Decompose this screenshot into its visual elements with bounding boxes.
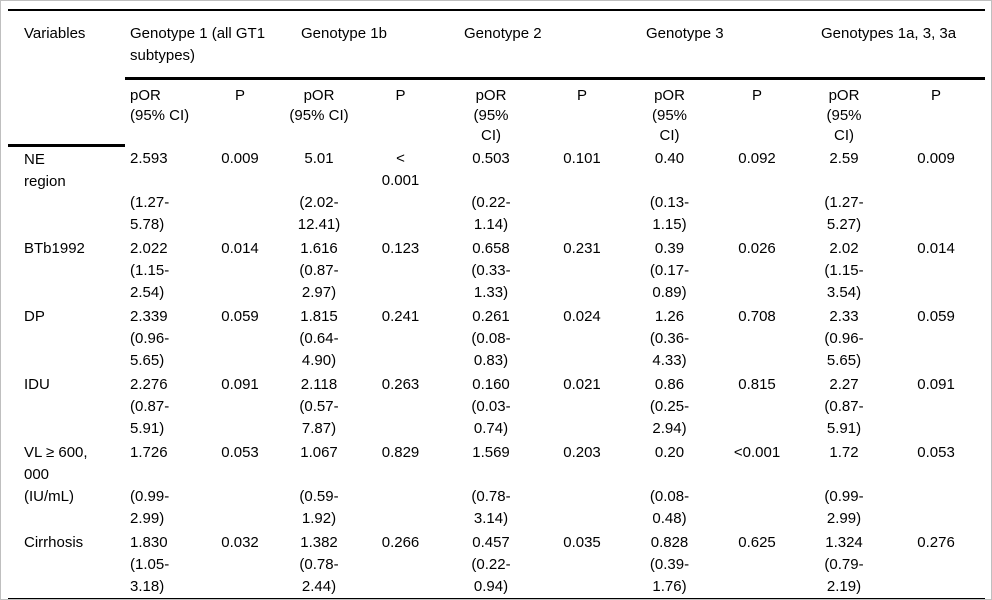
p-value-cell: 0.035 <box>563 533 601 551</box>
p-value-cell: 0.053 <box>221 443 259 461</box>
p-value-cell: 0.625 <box>738 533 776 551</box>
variable-cell: IDU <box>24 375 50 393</box>
por-ci-cell: 0.39 (0.17- 0.89) <box>649 239 690 301</box>
por-ci-cell: 1.72 (0.99- 2.99) <box>824 443 864 527</box>
por-ci-cell: 1.726 (0.99- 2.99) <box>130 443 170 527</box>
por-ci-cell: 1.830 (1.05- 3.18) <box>130 533 170 595</box>
por-ci-header: pOR (95% CI) <box>826 86 862 144</box>
por-ci-cell: 0.160 (0.03- 0.74) <box>471 375 511 437</box>
por-ci-cell: 0.20 (0.08- 0.48) <box>649 443 690 527</box>
variable-cell: NE region <box>24 151 66 190</box>
p-header: P <box>577 86 588 104</box>
p-value-cell: 0.053 <box>917 443 955 461</box>
group-header-genotypes-1a-3-3a: Genotypes 1a, 3, 3a <box>801 10 986 80</box>
por-ci-cell: 1.324 (0.79- 2.19) <box>824 533 864 595</box>
por-ci-cell: 1.616 (0.87- 2.97) <box>299 239 339 301</box>
group-header-row: Variables Genotype 1 (all GT1 subtypes) … <box>8 10 986 147</box>
column-header-variables: Variables <box>8 10 125 147</box>
p-value-cell: 0.092 <box>738 149 776 167</box>
p-header: P <box>235 86 246 104</box>
por-ci-cell: 1.26 (0.36- 4.33) <box>649 307 690 369</box>
table-row-cirrhosis: Cirrhosis 1.830 (1.05- 3.18) 0.032 1.382… <box>8 530 985 600</box>
table-row-idu: IDU 2.276 (0.87- 5.91) 0.091 2.118 (0.57… <box>8 372 985 440</box>
por-ci-cell: 1.067 (0.59- 1.92) <box>299 443 339 527</box>
por-ci-header: pOR (95% CI) <box>289 86 349 124</box>
p-header: P <box>395 86 406 104</box>
por-ci-cell: 1.815 (0.64- 4.90) <box>299 307 339 369</box>
por-ci-cell: 0.457 (0.22- 0.94) <box>471 533 511 595</box>
group-header-genotype-3: Genotype 3 <box>626 10 802 80</box>
p-value-cell: 0.014 <box>221 239 259 257</box>
por-ci-cell: 2.593 (1.27- 5.78) <box>130 149 170 233</box>
p-value-cell: 0.203 <box>563 443 601 461</box>
table-row-ne-region: NE region 2.593 (1.27- 5.78) 0.009 5.01 … <box>8 146 985 236</box>
por-ci-cell: 0.828 (0.39- 1.76) <box>649 533 690 595</box>
variable-cell: BTb1992 <box>24 239 85 257</box>
por-ci-cell: 2.118 (0.57- 7.87) <box>299 375 339 437</box>
table-row-btb1992: BTb1992 2.022 (1.15- 2.54) 0.014 1.616 (… <box>8 236 985 304</box>
p-value-cell: 0.276 <box>917 533 955 551</box>
p-value-cell: 0.231 <box>563 239 601 257</box>
por-ci-cell: 2.02 (1.15- 3.54) <box>824 239 864 301</box>
p-value-cell: 0.014 <box>917 239 955 257</box>
table-row-viral-load: VL ≥ 600, 000 (IU/mL) 1.726 (0.99- 2.99)… <box>8 440 985 530</box>
p-value-cell: 0.032 <box>221 533 259 551</box>
por-ci-cell: 2.59 (1.27- 5.27) <box>824 149 864 233</box>
p-value-cell: 0.266 <box>381 533 420 551</box>
por-ci-cell: 0.40 (0.13- 1.15) <box>649 149 690 233</box>
p-value-cell: 0.091 <box>917 375 955 393</box>
results-table: Variables Genotype 1 (all GT1 subtypes) … <box>8 9 986 600</box>
table-row-dp: DP 2.339 (0.96- 5.65) 0.059 1.815 (0.64-… <box>8 304 985 372</box>
p-value-cell: 0.009 <box>221 149 259 167</box>
p-header: P <box>752 86 763 104</box>
por-ci-cell: 1.569 (0.78- 3.14) <box>471 443 511 527</box>
p-value-cell: 0.708 <box>738 307 776 325</box>
p-value-cell: 0.091 <box>221 375 259 393</box>
p-value-cell: 0.024 <box>563 307 601 325</box>
p-value-cell: < 0.001 <box>381 149 420 189</box>
p-value-cell: 0.815 <box>738 375 776 393</box>
por-ci-cell: 5.01 (2.02- 12.41) <box>297 149 341 233</box>
por-ci-cell: 2.276 (0.87- 5.91) <box>130 375 170 437</box>
group-header-genotype-1b: Genotype 1b <box>281 10 445 80</box>
por-ci-cell: 2.339 (0.96- 5.65) <box>130 307 170 369</box>
p-value-cell: 0.123 <box>381 239 420 257</box>
por-ci-header: pOR (95% CI) <box>130 86 190 124</box>
variable-cell: Cirrhosis <box>24 533 84 551</box>
p-value-cell: 0.059 <box>221 307 259 325</box>
por-ci-cell: 0.503 (0.22- 1.14) <box>471 149 511 233</box>
p-value-cell: 0.101 <box>563 149 601 167</box>
p-value-cell: 0.009 <box>917 149 955 167</box>
p-value-cell: <0.001 <box>733 443 781 461</box>
group-header-genotype-2: Genotype 2 <box>444 10 627 80</box>
por-ci-cell: 0.261 (0.08- 0.83) <box>471 307 511 369</box>
variable-cell: DP <box>24 307 45 325</box>
por-ci-cell: 2.022 (1.15- 2.54) <box>130 239 170 301</box>
p-value-cell: 0.059 <box>917 307 955 325</box>
por-ci-cell: 0.86 (0.25- 2.94) <box>649 375 690 437</box>
p-header: P <box>931 86 942 104</box>
p-value-cell: 0.263 <box>381 375 420 393</box>
por-ci-cell: 2.33 (0.96- 5.65) <box>824 307 864 369</box>
p-value-cell: 0.829 <box>381 443 420 461</box>
group-header-genotype-1: Genotype 1 (all GT1 subtypes) <box>125 10 282 80</box>
variable-cell: VL ≥ 600, 000 (IU/mL) <box>24 443 88 505</box>
p-value-cell: 0.021 <box>563 375 601 393</box>
p-value-cell: 0.026 <box>738 239 776 257</box>
por-ci-cell: 2.27 (0.87- 5.91) <box>824 375 864 437</box>
por-ci-header: pOR (95% CI) <box>473 86 509 144</box>
sub-header-row: pOR (95% CI) P pOR (95% CI) P pOR (95% C… <box>8 78 985 146</box>
por-ci-cell: 0.658 (0.33- 1.33) <box>471 239 511 301</box>
por-ci-header: pOR (95% CI) <box>652 86 688 144</box>
p-value-cell: 0.241 <box>381 307 420 325</box>
por-ci-cell: 1.382 (0.78- 2.44) <box>299 533 339 595</box>
